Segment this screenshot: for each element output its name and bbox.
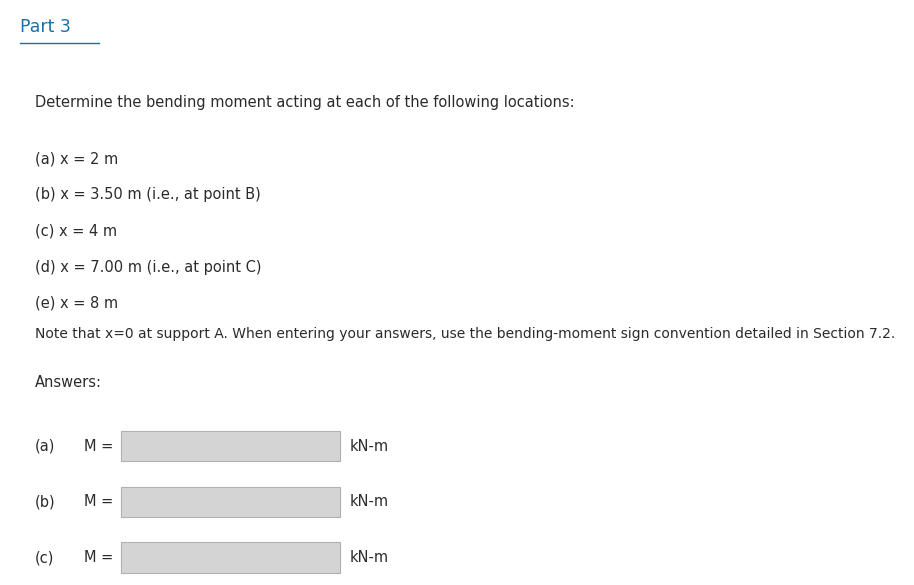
Text: (b) x = 3.50 m (i.e., at point B): (b) x = 3.50 m (i.e., at point B): [35, 187, 260, 202]
Text: M =: M =: [84, 439, 113, 453]
FancyBboxPatch shape: [121, 542, 340, 573]
Text: (b): (b): [35, 494, 56, 510]
Text: Note that x=0 at support A. When entering your answers, use the bending-moment s: Note that x=0 at support A. When enterin…: [35, 327, 895, 341]
FancyBboxPatch shape: [121, 487, 340, 517]
Text: Determine the bending moment acting at each of the following locations:: Determine the bending moment acting at e…: [35, 95, 574, 110]
Text: kN-m: kN-m: [349, 550, 388, 565]
Text: Part 3: Part 3: [20, 18, 71, 36]
Text: (d) x = 7.00 m (i.e., at point C): (d) x = 7.00 m (i.e., at point C): [35, 260, 261, 275]
Text: kN-m: kN-m: [349, 439, 388, 453]
Text: (c): (c): [35, 550, 54, 565]
Text: M =: M =: [84, 494, 113, 510]
Text: Answers:: Answers:: [35, 375, 101, 390]
FancyBboxPatch shape: [121, 431, 340, 462]
Text: M =: M =: [84, 550, 113, 565]
Text: (a) x = 2 m: (a) x = 2 m: [35, 151, 118, 166]
Text: (a): (a): [35, 439, 55, 453]
Text: (c) x = 4 m: (c) x = 4 m: [35, 223, 117, 239]
Text: kN-m: kN-m: [349, 494, 388, 510]
Text: (e) x = 8 m: (e) x = 8 m: [35, 296, 118, 311]
